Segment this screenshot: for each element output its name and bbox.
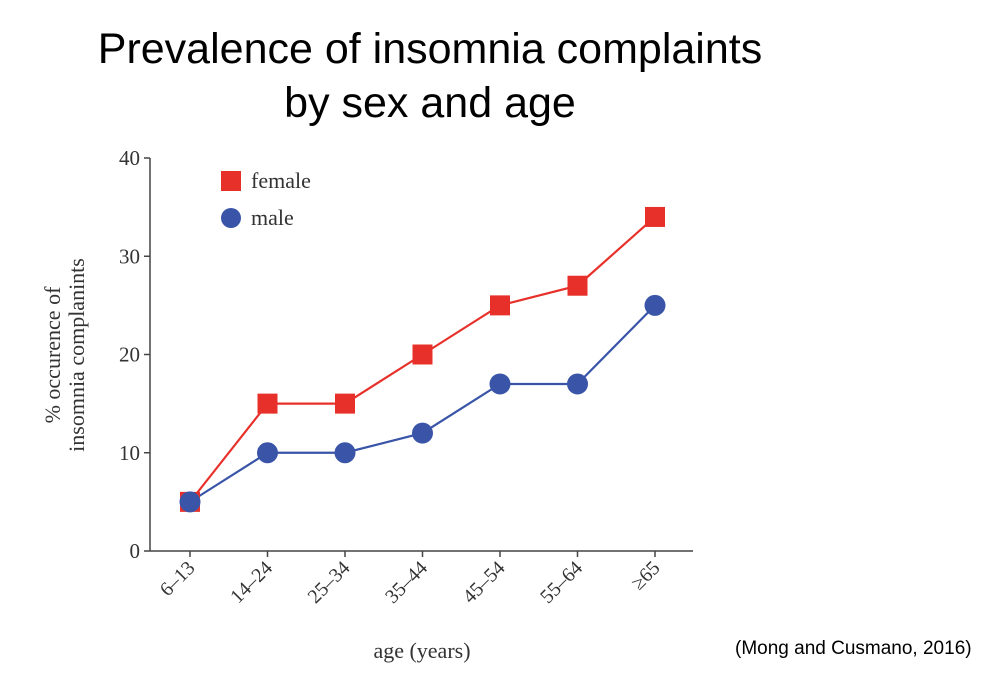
legend-label-female: female [251,168,311,193]
data-point-male [412,422,433,444]
citation: (Mong and Cusmano, 2016) [735,638,972,659]
data-point-male [334,442,356,464]
x-tick-label: 6–13 [156,557,200,601]
x-tick-label: 45–54 [459,557,510,608]
y-tick-label: 10 [119,441,140,465]
legend-label-male: male [251,205,294,230]
y-tick-label: 0 [130,539,141,563]
legend-marker-male [221,208,241,228]
y-axis-label-line-2: insomnia complanints [64,258,89,452]
y-tick-label: 40 [119,146,140,170]
data-point-male [257,442,278,464]
y-axis-label-line-1: % occurence of [40,286,65,423]
x-tick-label: 35–44 [381,557,432,608]
data-point-male [489,373,511,395]
x-tick-label: 14–24 [226,557,277,608]
legend-marker-female [221,171,241,191]
y-tick-label: 20 [119,343,140,367]
title-line-1: Prevalence of insomnia complaints [97,25,763,73]
data-point-male [567,373,588,395]
x-tick-label: ≥65 [627,557,664,594]
data-point-female [567,275,588,296]
title-line-2: by sex and age [284,79,576,127]
x-tick-label: 25–34 [304,557,355,608]
data-point-female [257,393,278,414]
x-axis-label: age (years) [373,638,470,663]
data-point-female [645,206,665,227]
data-point-female [412,344,433,365]
x-tick-label: 55–64 [536,557,587,608]
data-point-male [179,491,201,513]
slide-title: Prevalence of insomnia complaints by sex… [0,22,860,130]
data-point-female [490,295,510,316]
data-point-female [335,393,355,414]
y-tick-label: 30 [119,244,140,268]
data-point-male [644,294,666,316]
